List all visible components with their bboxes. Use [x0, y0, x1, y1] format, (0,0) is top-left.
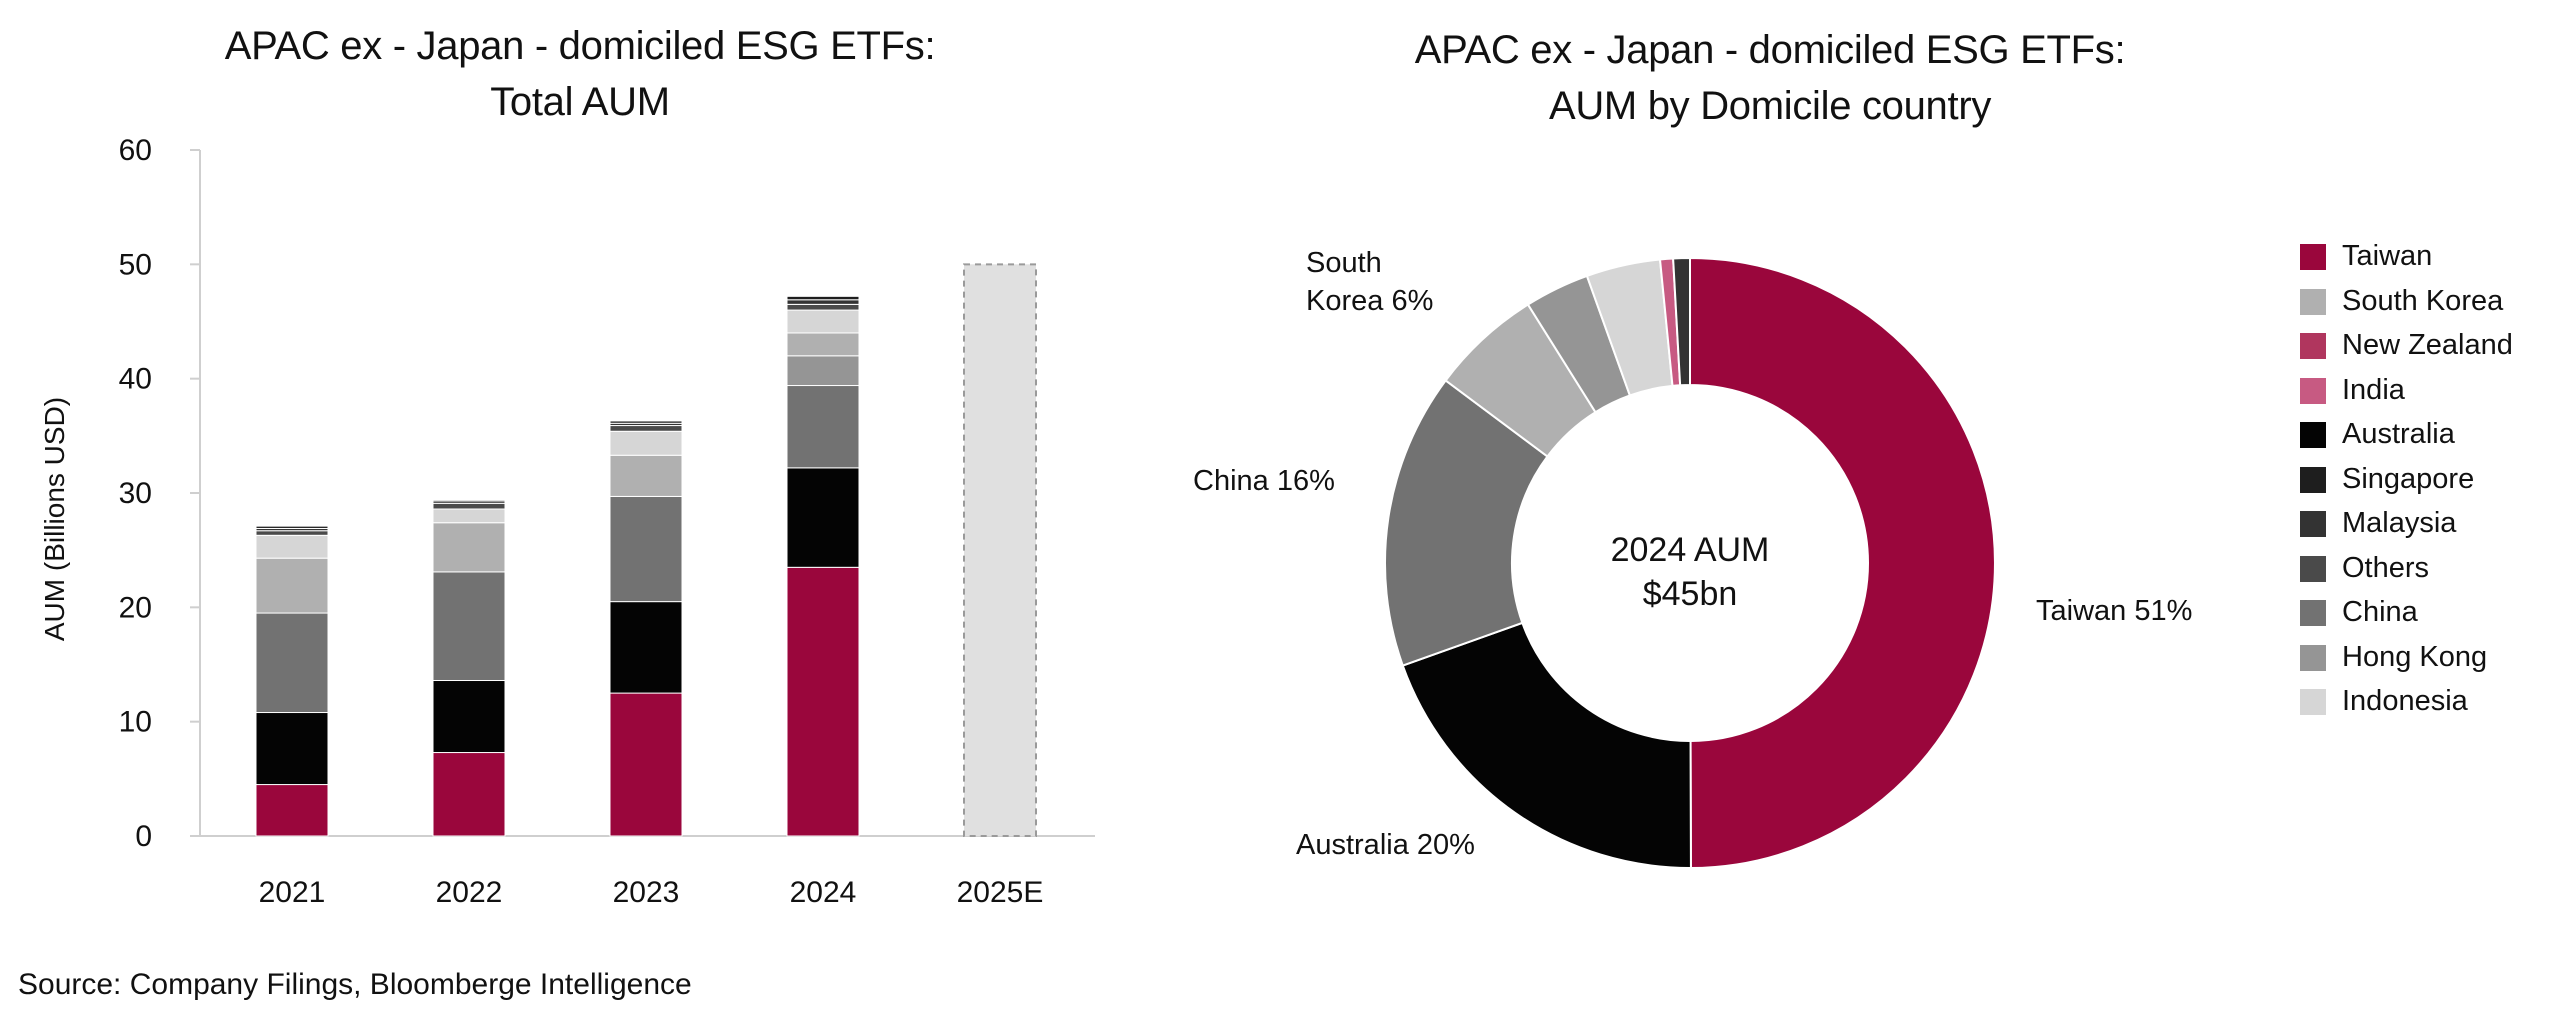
bar-segment-others-2024 [786, 303, 860, 311]
y-axis-label: AUM (Billions USD) [39, 397, 70, 641]
donut-chart-title-line-1: APAC ex - Japan - domiciled ESG ETFs: [1414, 28, 2126, 72]
donut-chart-title: APAC ex - Japan - domiciled ESG ETFs: AU… [1280, 22, 2260, 134]
x-tick-label: 2024 [790, 876, 857, 909]
donut-center-label: 2024 AUM [1611, 531, 1770, 569]
bar-chart-title-line-1: APAC ex - Japan - domiciled ESG ETFs: [224, 24, 936, 68]
bar-segment-south-korea-2022 [432, 522, 506, 573]
bar-segment-singapore-2024 [786, 295, 860, 301]
bar-segment-indonesia-2022 [432, 508, 506, 524]
slice-label-south-korea: Korea 6% [1306, 285, 1433, 317]
legend-label: Singapore [2342, 462, 2475, 495]
bar-segment-malaysia-2024 [786, 299, 860, 305]
bar-segment-china-2023 [609, 495, 683, 603]
bar-segment-south-korea-2021 [255, 557, 329, 614]
donut-slice-china [1384, 379, 1549, 667]
legend-label: India [2342, 373, 2405, 406]
x-tick-label: 2022 [436, 876, 503, 909]
bar-segment-australia-2022 [432, 680, 506, 754]
legend-swatch [2300, 288, 2326, 315]
legend-label: South Korea [2342, 284, 2504, 317]
bar-segment-taiwan-2024 [786, 566, 860, 837]
bar-segment-china-2021 [255, 612, 329, 714]
donut-chart: Taiwan 51% Australia 20% China 16% South Kor… [1193, 247, 2192, 870]
bar-segment-singapore-2022 [432, 499, 506, 502]
bar-estimate-2025e [963, 263, 1037, 838]
slice-label-china: China 16% [1193, 465, 1335, 497]
legend-label: Others [2342, 551, 2430, 584]
bar-segment-south-korea-2023 [609, 454, 683, 497]
legend-swatch [2300, 377, 2326, 404]
legend-swatch [2300, 466, 2326, 493]
legend-label: China [2342, 596, 2418, 628]
legend-swatch [2300, 244, 2326, 270]
bar-segment-australia-2023 [609, 601, 683, 694]
legend-label: Taiwan [2342, 240, 2433, 272]
bar-segment-singapore-2021 [255, 525, 329, 529]
legend-label: Australia [2342, 418, 2455, 450]
bar-segment-australia-2024 [786, 467, 860, 568]
legend-swatch [2300, 644, 2326, 671]
legend-label: Malaysia [2342, 507, 2457, 539]
slice-label-taiwan: Taiwan 51% [2036, 595, 2192, 627]
bar-segment-indonesia-2023 [609, 430, 683, 456]
legend-swatch [2300, 555, 2326, 582]
x-tick-label: 2023 [613, 876, 680, 909]
slice-label-south-korea: South [1306, 247, 1382, 279]
legend-label: Hong Kong [2342, 640, 2488, 673]
source-note: Source: Company Filings, Bloomberge Inte… [18, 968, 692, 1001]
legend-swatch [2300, 333, 2326, 359]
bar-segment-australia-2021 [255, 712, 329, 786]
y-tick-label: 60 [119, 134, 152, 167]
bar-segment-singapore-2023 [609, 420, 683, 424]
legend-swatch [2300, 600, 2326, 626]
bar-segment-china-2022 [432, 571, 506, 682]
y-tick-label: 40 [119, 363, 152, 396]
bar-segment-south-korea-2024 [786, 332, 860, 357]
bar-segment-indonesia-2021 [255, 534, 329, 559]
x-tick-label: 2025E [957, 876, 1044, 909]
bar-segment-indonesia-2024 [786, 309, 860, 334]
y-tick-label: 0 [135, 820, 152, 853]
bar-segment-china-2024 [786, 385, 860, 469]
donut-slice-taiwan [1689, 256, 1997, 870]
y-tick-label: 10 [119, 706, 152, 739]
bar-segment-taiwan-2022 [432, 752, 506, 837]
bar-segment-others-2021 [255, 530, 329, 536]
bar-chart: 0 10 20 30 40 50 60 AUM (Billions USD) 2021 2022 2… [39, 134, 1095, 909]
donut-slice-malaysia [1672, 256, 1691, 387]
bar-segment-others-2023 [609, 425, 683, 432]
donut-center-label: $45bn [1643, 575, 1738, 613]
legend-swatch [2300, 511, 2326, 537]
y-tick-label: 30 [119, 477, 152, 510]
donut-slice-australia [1401, 621, 1692, 869]
legend-swatch [2300, 422, 2326, 448]
bar-chart-title: APAC ex - Japan - domiciled ESG ETFs: To… [90, 18, 1070, 130]
bar-segment-hong-kong-2024 [786, 355, 860, 387]
bar-segment-taiwan-2023 [609, 692, 683, 837]
legend-label: New Zealand [2342, 329, 2513, 361]
legend-swatch [2300, 689, 2326, 715]
legend-label: Indonesia [2342, 685, 2468, 717]
bar-segment-others-2022 [432, 502, 506, 510]
y-tick-label: 20 [119, 591, 152, 624]
y-tick-label: 50 [119, 248, 152, 281]
bar-segment-taiwan-2021 [255, 784, 329, 837]
x-tick-label: 2021 [259, 876, 326, 909]
donut-chart-title-line-2: AUM by Domicile country [1548, 84, 1992, 128]
bar-chart-title-line-2: Total AUM [490, 80, 670, 124]
slice-label-australia: Australia 20% [1296, 829, 1475, 861]
